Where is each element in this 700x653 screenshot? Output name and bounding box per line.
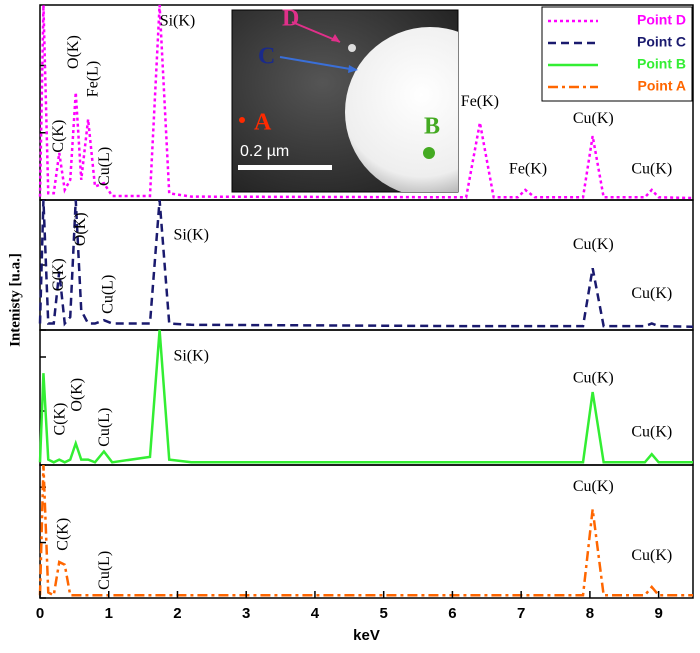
legend-label: Point B [637,56,686,72]
legend-label: Point D [637,12,686,28]
peak-label: Cu(L) [99,275,116,314]
legend: Point D Point C Point B Point A [541,6,693,102]
peak-label: Cu(K) [631,285,672,302]
peak-label: C(K) [50,120,67,153]
x-tick-label: 3 [242,605,250,622]
inset-image: D C A B 0.2 µm [231,6,459,193]
peak-label: Cu(L) [96,147,113,186]
peak-label: C(K) [55,518,72,551]
peak-label: Fe(L) [84,61,101,97]
point-b [423,147,435,159]
peak-label: Cu(K) [573,110,614,127]
point-a [239,117,245,123]
x-tick-label: 4 [311,605,320,622]
peak-label: Cu(K) [631,547,672,564]
x-tick-label: 5 [380,605,388,622]
x-tick-label: 8 [586,605,594,622]
arrow-head [348,65,358,73]
legend-box [541,6,693,102]
peak-label: C(K) [51,403,68,436]
peak-label: O(K) [72,212,89,246]
peak-label: Cu(L) [96,408,113,447]
spectrum-line [38,199,694,328]
peak-label: Si(K) [173,348,209,365]
particle [345,27,458,192]
arrow-c [279,56,357,71]
peak-label: O(K) [68,378,85,412]
x-tick-label: 2 [173,605,181,622]
peak-label: O(K) [65,35,82,69]
inset-label: D [282,6,299,32]
peak-label: Cu(L) [96,551,113,590]
x-tick-label: 1 [105,605,113,622]
peak-label: C(K) [50,258,67,291]
peak-label: Cu(K) [573,369,614,386]
inset-label: C [258,44,275,70]
x-axis-label: keV [353,627,380,644]
peak-label: Cu(K) [573,236,614,253]
spectrum-line [38,464,693,598]
peak-label: Cu(K) [631,423,672,440]
inset-label: B [424,114,440,140]
x-tick-label: 0 [36,605,44,622]
peak-label: Fe(K) [509,160,547,177]
peak-label: Cu(K) [631,160,672,177]
small-particle [348,44,356,52]
legend-label: Point C [637,34,686,50]
panel-frame [39,199,694,331]
inset-label: A [254,110,272,136]
arrow-d [291,21,341,43]
peak-label: Cu(K) [573,478,614,495]
y-axis-label: Intenisty [u.a.] [7,253,23,347]
panel-frame [39,464,694,599]
spectrum-line [38,329,693,464]
peak-label: Si(K) [173,226,209,243]
x-tick-label: 6 [448,605,456,622]
x-tick-label: 7 [517,605,525,622]
peak-label: Fe(K) [461,93,499,110]
peak-label: Si(K) [160,12,196,29]
legend-label: Point A [638,78,686,94]
scale-bar [238,165,332,170]
x-tick-label: 9 [654,605,662,622]
spectrum-line [38,4,694,200]
panel-frame [39,329,694,466]
scale-bar-label: 0.2 µm [240,143,289,160]
arrow-head [331,34,340,42]
